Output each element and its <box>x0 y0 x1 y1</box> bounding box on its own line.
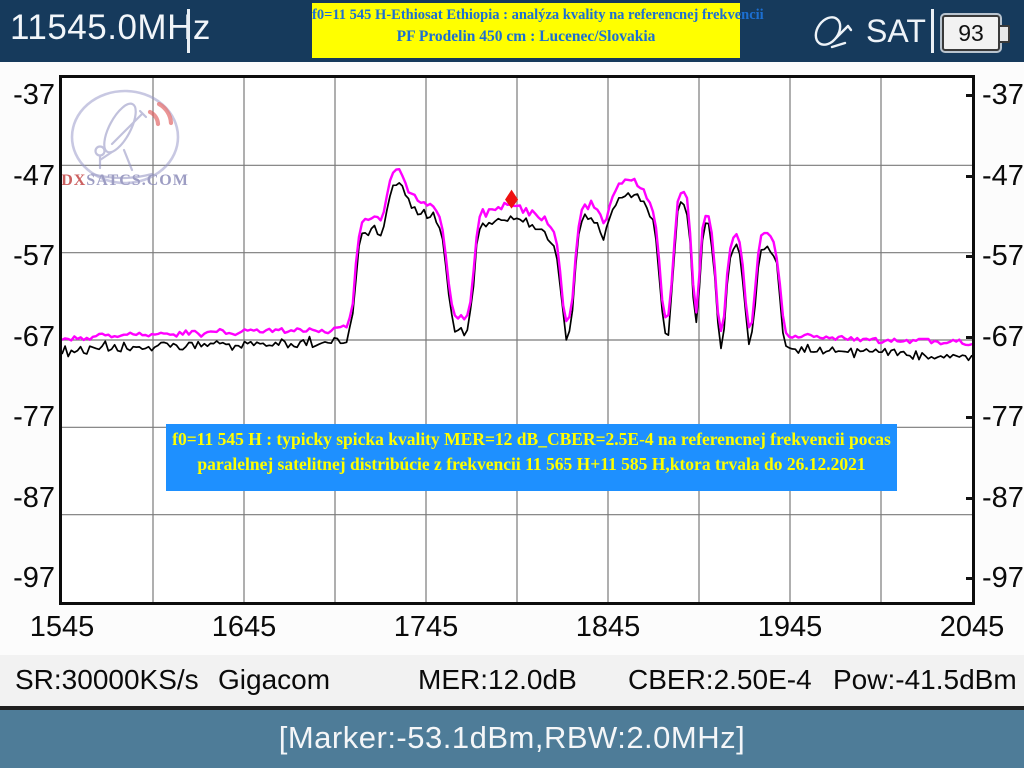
status-bar: SR:30000KS/s Gigacom MER:12.0dB CBER:2.5… <box>0 655 1024 706</box>
y-axis-label: -87 <box>982 481 1024 514</box>
info-banner: f0=11 545 H-Ethiosat Ethiopia : analýza … <box>312 3 764 58</box>
sat-mode-label: SAT <box>866 13 926 49</box>
marker-diamond-icon <box>505 189 519 209</box>
battery-nub <box>1000 25 1010 43</box>
measurement-annotation: f0=11 545 H : typicky spicka kvality MER… <box>166 424 897 491</box>
y-axis-label: -47 <box>982 159 1024 192</box>
battery-indicator: 93 <box>942 15 1010 51</box>
mer-readout: MER:12.0dB <box>418 664 577 695</box>
y-axis-tick <box>966 335 974 339</box>
svg-text:DXSATCS.COM: DXSATCS.COM <box>62 172 189 189</box>
y-axis-label: -67 <box>13 320 55 353</box>
x-axis-label: 1845 <box>575 611 641 643</box>
banner-line2: PF Prodelin 450 cm : Lucenec/Slovakia <box>396 28 656 45</box>
watermark-text-rest: SATCS.COM <box>86 172 189 189</box>
satellite-dish-icon <box>814 16 853 49</box>
y-axis-label: -87 <box>13 481 55 514</box>
y-axis-label: -57 <box>982 240 1024 272</box>
y-axis-label: -37 <box>13 79 55 111</box>
y-axis-tick <box>966 577 974 580</box>
header-separator <box>931 9 934 53</box>
annotation-line1: f0=11 545 H : typicky spicka kvality MER… <box>172 429 891 449</box>
y-axis-label: -77 <box>13 401 55 433</box>
y-axis-tick <box>966 496 974 500</box>
x-axis-label: 1645 <box>211 611 277 643</box>
max-hold-trace <box>62 168 972 347</box>
header-bar: 11545.0MHz f0=11 545 H-Ethiosat Ethiopia… <box>0 0 1024 62</box>
x-axis-label: 1745 <box>393 611 459 643</box>
y-axis-tick <box>966 174 974 178</box>
y-axis-label: -37 <box>982 79 1024 111</box>
x-axis-label: 1945 <box>757 611 823 643</box>
spectrum-traces <box>62 78 972 602</box>
watermark-text-dx: DX <box>62 172 86 189</box>
x-axis-label: 1545 <box>29 611 95 643</box>
header-separator <box>187 9 190 53</box>
y-axis-tick <box>966 416 974 419</box>
battery-percentage: 93 <box>958 20 984 46</box>
x-axis-label: 2045 <box>939 611 1005 643</box>
spectrum-chart-section: DXSATCS.COM f0=11 545 H : typicky spicka… <box>0 62 1024 655</box>
footer-bar: [Marker:-53.1dBm,RBW:2.0MHz] <box>0 706 1024 768</box>
y-axis-label: -47 <box>13 159 55 192</box>
center-frequency-readout: 11545.0MHz <box>10 8 211 47</box>
cber-readout: CBER:2.50E-4 <box>628 664 812 695</box>
marker-rbw-readout: [Marker:-53.1dBm,RBW:2.0MHz] <box>278 720 746 755</box>
symbol-rate-readout: SR:30000KS/s <box>15 664 199 695</box>
y-axis-tick <box>966 94 974 97</box>
power-readout: Pow:-41.5dBm <box>833 664 1017 695</box>
banner-line1: f0=11 545 H-Ethiosat Ethiopia : analýza … <box>312 7 764 23</box>
spectrum-plot: DXSATCS.COM f0=11 545 H : typicky spicka… <box>59 75 975 605</box>
y-axis-label: -97 <box>13 562 55 594</box>
y-axis-label: -67 <box>982 320 1024 353</box>
y-axis-label: -77 <box>982 401 1024 433</box>
y-axis-label: -57 <box>13 240 55 272</box>
provider-label: Gigacom <box>218 664 331 695</box>
y-axis-label: -97 <box>982 562 1024 594</box>
live-trace <box>62 182 972 362</box>
y-axis-tick <box>966 255 974 258</box>
dxsatcs-watermark-logo: DXSATCS.COM <box>62 89 189 189</box>
annotation-line2: paralelnej satelitnej distribúcie z frek… <box>197 454 866 474</box>
